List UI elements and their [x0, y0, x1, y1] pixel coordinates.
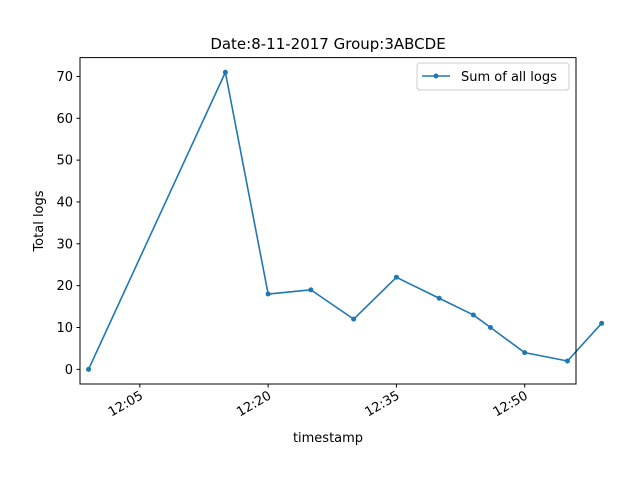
legend-frame: [416, 62, 570, 91]
series-layer: [86, 69, 605, 372]
data-point: [522, 350, 528, 356]
y-tick-label: 40: [56, 195, 73, 210]
chart-title: Date:8-11-2017 Group:3ABCDE: [210, 35, 445, 53]
data-point: [599, 320, 605, 326]
y-tick-label: 10: [56, 321, 73, 336]
data-point: [487, 325, 493, 331]
plot-frame: [79, 57, 577, 385]
legend-marker-sample: [433, 73, 439, 79]
data-point: [564, 358, 570, 364]
y-tick-label: 50: [56, 154, 73, 169]
legend: Sum of all logs: [416, 62, 570, 91]
data-point: [351, 316, 357, 322]
legend-entry-label: Sum of all logs: [461, 70, 557, 85]
y-axis-label: Total logs: [32, 190, 47, 252]
data-point: [222, 69, 228, 75]
data-point: [265, 291, 271, 297]
y-tick-label: 0: [65, 363, 73, 378]
x-tick-label: 12:05: [106, 388, 146, 420]
x-tick-label: 12:35: [362, 388, 402, 420]
y-tick-label: 60: [56, 112, 73, 127]
x-axis-label: timestamp: [293, 431, 363, 446]
x-tick-label: 12:50: [491, 388, 531, 420]
data-point: [86, 366, 92, 372]
data-point: [308, 287, 314, 293]
series-line: [87, 71, 603, 370]
data-point: [436, 295, 442, 301]
x-axis: 12:05 12:20 12:35 12:50: [106, 384, 531, 420]
x-tick-label: 12:20: [234, 388, 274, 420]
data-point: [470, 312, 476, 318]
plot-area: [79, 57, 605, 385]
y-axis: 0 10 20 30 40 50 60 70: [56, 70, 80, 378]
y-tick-label: 20: [56, 279, 73, 294]
y-tick-label: 30: [56, 237, 73, 252]
y-tick-label: 70: [56, 70, 73, 85]
data-point: [393, 274, 399, 280]
